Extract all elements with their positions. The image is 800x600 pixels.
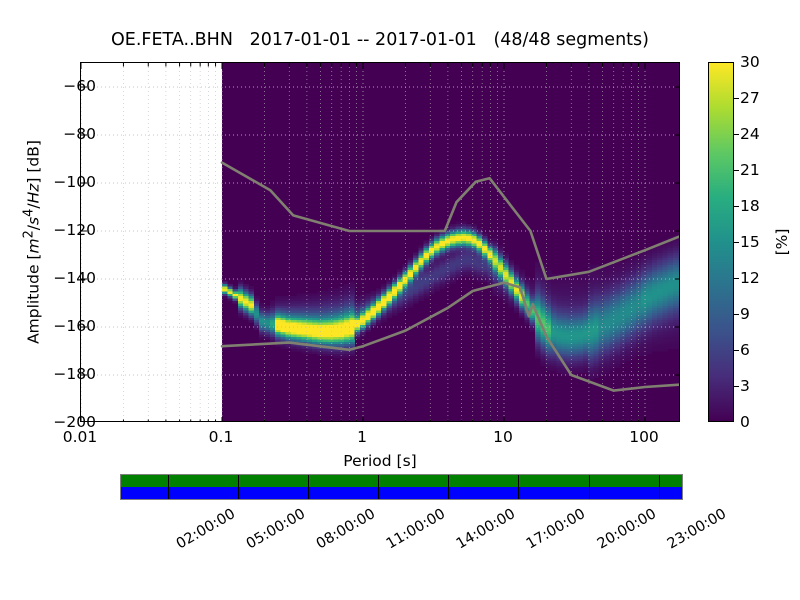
- colorbar-tick-mark: [734, 278, 739, 279]
- colorbar-tick-mark: [734, 206, 739, 207]
- y-axis-label-text: Amplitude [m2/s4/Hz] [dB]: [21, 140, 43, 344]
- y-tick-label: −120: [53, 221, 96, 239]
- grid-lines: [81, 63, 679, 421]
- colorbar-tick-label: 12: [740, 269, 760, 287]
- colorbar-tick-label: 27: [740, 89, 760, 107]
- colorbar-tick-mark: [734, 314, 739, 315]
- time-tick-label: 11:00:00: [383, 506, 449, 553]
- coverage-bar-tick: [378, 475, 380, 499]
- coverage-bar-top-band: [121, 475, 682, 487]
- time-tick-label: 23:00:00: [664, 506, 729, 553]
- low-noise-model-curve: [220, 281, 679, 392]
- noise-model-curves: [220, 161, 679, 392]
- x-tick-label: 10: [493, 428, 513, 446]
- time-tick-label: 05:00:00: [243, 506, 308, 553]
- x-tick-label: 0.01: [62, 428, 98, 446]
- colorbar-tick-label: 30: [740, 53, 760, 71]
- coverage-bar-tick: [518, 475, 520, 499]
- axis-tick-marks: [81, 63, 679, 421]
- y-tick-label: −60: [63, 77, 96, 95]
- coverage-bar-tick: [237, 475, 239, 499]
- coverage-bar-bottom-band: [121, 487, 682, 499]
- time-tick-label: 20:00:00: [594, 506, 659, 553]
- coverage-bar-tick: [588, 475, 590, 499]
- time-tick-label: 14:00:00: [453, 506, 519, 553]
- ppsd-histogram-cells: [222, 221, 679, 381]
- colorbar-tick-mark: [734, 242, 739, 243]
- x-tick-label: 0.1: [208, 428, 234, 446]
- colorbar-label: [%]: [772, 62, 792, 422]
- colorbar-tick-label: 21: [740, 161, 760, 179]
- y-tick-label: −200: [53, 413, 96, 431]
- y-tick-label: −80: [63, 125, 96, 143]
- colorbar-tick-mark: [734, 134, 739, 135]
- coverage-bar-tick: [167, 475, 169, 499]
- time-tick-label: 02:00:00: [173, 506, 238, 553]
- ppsd-heatmap-canvas: [81, 63, 679, 421]
- colorbar-tick-mark: [734, 98, 739, 99]
- time-tick-label: 17:00:00: [524, 506, 589, 553]
- colorbar-tick-label: 0: [740, 413, 750, 431]
- plot-title: OE.FETA..BHN 2017-01-01 -- 2017-01-01 (4…: [111, 30, 649, 50]
- x-tick-label: 100: [629, 428, 659, 446]
- y-tick-label: −140: [53, 269, 96, 287]
- coverage-bar-tick: [448, 475, 450, 499]
- colorbar-label-text: [%]: [773, 228, 791, 256]
- colorbar-tick-label: 24: [740, 125, 760, 143]
- colorbar: [708, 62, 734, 422]
- x-tick-label: 1: [357, 428, 367, 446]
- time-tick-label: 08:00:00: [313, 506, 379, 553]
- coverage-bar-tick: [308, 475, 309, 499]
- colorbar-tick-mark: [734, 350, 739, 351]
- colorbar-tick-label: 9: [740, 305, 750, 323]
- colorbar-tick-label: 18: [740, 197, 760, 215]
- colorbar-tick-mark: [734, 386, 739, 387]
- colorbar-tick-label: 6: [740, 341, 750, 359]
- coverage-bar-tick: [658, 475, 660, 499]
- colorbar-tick-mark: [734, 170, 739, 171]
- high-noise-model-curve: [220, 161, 679, 281]
- y-tick-label: −180: [53, 365, 96, 383]
- x-axis-label: Period [s]: [343, 452, 417, 470]
- data-coverage-bar[interactable]: [120, 474, 683, 500]
- y-tick-label: −100: [53, 173, 96, 191]
- y-tick-label: −160: [53, 317, 96, 335]
- colorbar-tick-label: 15: [740, 233, 760, 251]
- ppsd-axes[interactable]: [80, 62, 680, 422]
- colorbar-tick-label: 3: [740, 377, 750, 395]
